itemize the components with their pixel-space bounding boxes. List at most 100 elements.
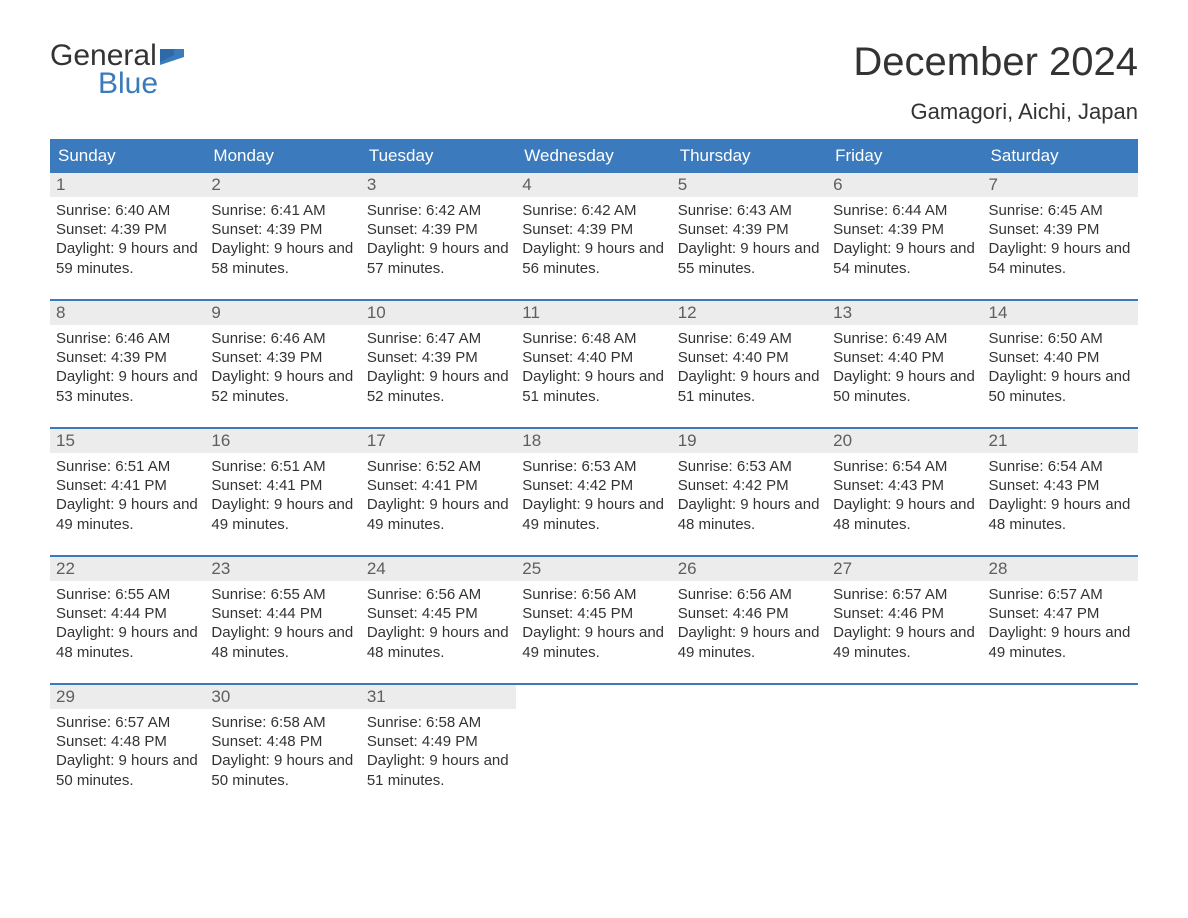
- day-header: Friday: [827, 139, 982, 173]
- sunset-line: Sunset: 4:39 PM: [56, 348, 199, 367]
- calendar-day-cell: 21Sunrise: 6:54 AMSunset: 4:43 PMDayligh…: [983, 429, 1138, 547]
- daylight-line: Daylight: 9 hours and 51 minutes.: [522, 367, 665, 405]
- day-info: Sunrise: 6:48 AMSunset: 4:40 PMDaylight:…: [516, 325, 671, 412]
- calendar-day-cell: 13Sunrise: 6:49 AMSunset: 4:40 PMDayligh…: [827, 301, 982, 419]
- calendar-day-cell: 3Sunrise: 6:42 AMSunset: 4:39 PMDaylight…: [361, 173, 516, 291]
- day-info: Sunrise: 6:57 AMSunset: 4:47 PMDaylight:…: [983, 581, 1138, 668]
- sunset-line: Sunset: 4:39 PM: [989, 220, 1132, 239]
- sunset-line: Sunset: 4:42 PM: [522, 476, 665, 495]
- calendar-day-cell: 30Sunrise: 6:58 AMSunset: 4:48 PMDayligh…: [205, 685, 360, 803]
- calendar-day-cell: 24Sunrise: 6:56 AMSunset: 4:45 PMDayligh…: [361, 557, 516, 675]
- calendar-day-cell: 25Sunrise: 6:56 AMSunset: 4:45 PMDayligh…: [516, 557, 671, 675]
- calendar-day-cell: 19Sunrise: 6:53 AMSunset: 4:42 PMDayligh…: [672, 429, 827, 547]
- calendar-day-cell: 15Sunrise: 6:51 AMSunset: 4:41 PMDayligh…: [50, 429, 205, 547]
- sunset-line: Sunset: 4:41 PM: [211, 476, 354, 495]
- daylight-line: Daylight: 9 hours and 54 minutes.: [833, 239, 976, 277]
- day-info: Sunrise: 6:42 AMSunset: 4:39 PMDaylight:…: [516, 197, 671, 284]
- sunrise-line: Sunrise: 6:44 AM: [833, 201, 976, 220]
- day-number: 20: [827, 429, 982, 453]
- sunset-line: Sunset: 4:43 PM: [833, 476, 976, 495]
- day-number: 10: [361, 301, 516, 325]
- daylight-line: Daylight: 9 hours and 49 minutes.: [833, 623, 976, 661]
- daylight-line: Daylight: 9 hours and 49 minutes.: [989, 623, 1132, 661]
- sunset-line: Sunset: 4:43 PM: [989, 476, 1132, 495]
- day-info: Sunrise: 6:54 AMSunset: 4:43 PMDaylight:…: [983, 453, 1138, 540]
- daylight-line: Daylight: 9 hours and 51 minutes.: [367, 751, 510, 789]
- sunrise-line: Sunrise: 6:49 AM: [833, 329, 976, 348]
- calendar-week: 1Sunrise: 6:40 AMSunset: 4:39 PMDaylight…: [50, 173, 1138, 291]
- calendar-day-cell: 23Sunrise: 6:55 AMSunset: 4:44 PMDayligh…: [205, 557, 360, 675]
- daylight-line: Daylight: 9 hours and 52 minutes.: [211, 367, 354, 405]
- day-header: Saturday: [983, 139, 1138, 173]
- day-number: 14: [983, 301, 1138, 325]
- page-header: General Blue December 2024 Gamagori, Aic…: [50, 40, 1138, 125]
- calendar-day-cell: 14Sunrise: 6:50 AMSunset: 4:40 PMDayligh…: [983, 301, 1138, 419]
- sunset-line: Sunset: 4:41 PM: [56, 476, 199, 495]
- day-header-row: SundayMondayTuesdayWednesdayThursdayFrid…: [50, 139, 1138, 173]
- day-number: 13: [827, 301, 982, 325]
- sunset-line: Sunset: 4:44 PM: [56, 604, 199, 623]
- calendar-day-cell: 1Sunrise: 6:40 AMSunset: 4:39 PMDaylight…: [50, 173, 205, 291]
- sunrise-line: Sunrise: 6:57 AM: [56, 713, 199, 732]
- day-info: Sunrise: 6:51 AMSunset: 4:41 PMDaylight:…: [50, 453, 205, 540]
- calendar-day-cell: 27Sunrise: 6:57 AMSunset: 4:46 PMDayligh…: [827, 557, 982, 675]
- calendar-day-cell: 22Sunrise: 6:55 AMSunset: 4:44 PMDayligh…: [50, 557, 205, 675]
- sunrise-line: Sunrise: 6:56 AM: [678, 585, 821, 604]
- day-info: Sunrise: 6:45 AMSunset: 4:39 PMDaylight:…: [983, 197, 1138, 284]
- sunset-line: Sunset: 4:39 PM: [833, 220, 976, 239]
- day-info: Sunrise: 6:58 AMSunset: 4:48 PMDaylight:…: [205, 709, 360, 796]
- day-info: Sunrise: 6:54 AMSunset: 4:43 PMDaylight:…: [827, 453, 982, 540]
- day-number: 18: [516, 429, 671, 453]
- day-number: 27: [827, 557, 982, 581]
- weeks-container: 1Sunrise: 6:40 AMSunset: 4:39 PMDaylight…: [50, 173, 1138, 803]
- calendar-day-cell: 4Sunrise: 6:42 AMSunset: 4:39 PMDaylight…: [516, 173, 671, 291]
- daylight-line: Daylight: 9 hours and 48 minutes.: [56, 623, 199, 661]
- day-number: 31: [361, 685, 516, 709]
- calendar-day-cell: 17Sunrise: 6:52 AMSunset: 4:41 PMDayligh…: [361, 429, 516, 547]
- day-number: 5: [672, 173, 827, 197]
- sunrise-line: Sunrise: 6:41 AM: [211, 201, 354, 220]
- day-info: Sunrise: 6:53 AMSunset: 4:42 PMDaylight:…: [672, 453, 827, 540]
- day-number: 21: [983, 429, 1138, 453]
- day-number: 26: [672, 557, 827, 581]
- calendar-day-cell: [516, 685, 671, 803]
- day-info: Sunrise: 6:52 AMSunset: 4:41 PMDaylight:…: [361, 453, 516, 540]
- day-info: Sunrise: 6:44 AMSunset: 4:39 PMDaylight:…: [827, 197, 982, 284]
- sunset-line: Sunset: 4:40 PM: [833, 348, 976, 367]
- sunrise-line: Sunrise: 6:51 AM: [211, 457, 354, 476]
- day-number: 25: [516, 557, 671, 581]
- calendar-day-cell: 29Sunrise: 6:57 AMSunset: 4:48 PMDayligh…: [50, 685, 205, 803]
- day-number: 9: [205, 301, 360, 325]
- sunrise-line: Sunrise: 6:55 AM: [56, 585, 199, 604]
- sunrise-line: Sunrise: 6:47 AM: [367, 329, 510, 348]
- sunrise-line: Sunrise: 6:48 AM: [522, 329, 665, 348]
- sunrise-line: Sunrise: 6:58 AM: [211, 713, 354, 732]
- sunrise-line: Sunrise: 6:43 AM: [678, 201, 821, 220]
- sunset-line: Sunset: 4:40 PM: [989, 348, 1132, 367]
- day-number: 12: [672, 301, 827, 325]
- sunset-line: Sunset: 4:44 PM: [211, 604, 354, 623]
- calendar-day-cell: 31Sunrise: 6:58 AMSunset: 4:49 PMDayligh…: [361, 685, 516, 803]
- sunrise-line: Sunrise: 6:46 AM: [56, 329, 199, 348]
- sunset-line: Sunset: 4:42 PM: [678, 476, 821, 495]
- daylight-line: Daylight: 9 hours and 48 minutes.: [367, 623, 510, 661]
- day-header: Tuesday: [361, 139, 516, 173]
- day-info: Sunrise: 6:58 AMSunset: 4:49 PMDaylight:…: [361, 709, 516, 796]
- sunset-line: Sunset: 4:39 PM: [211, 348, 354, 367]
- day-header: Monday: [205, 139, 360, 173]
- sunrise-line: Sunrise: 6:46 AM: [211, 329, 354, 348]
- location-subtitle: Gamagori, Aichi, Japan: [853, 99, 1138, 125]
- daylight-line: Daylight: 9 hours and 48 minutes.: [211, 623, 354, 661]
- day-info: Sunrise: 6:51 AMSunset: 4:41 PMDaylight:…: [205, 453, 360, 540]
- day-info: Sunrise: 6:56 AMSunset: 4:46 PMDaylight:…: [672, 581, 827, 668]
- day-info: Sunrise: 6:46 AMSunset: 4:39 PMDaylight:…: [205, 325, 360, 412]
- calendar-week: 15Sunrise: 6:51 AMSunset: 4:41 PMDayligh…: [50, 427, 1138, 547]
- sunrise-line: Sunrise: 6:54 AM: [989, 457, 1132, 476]
- sunrise-line: Sunrise: 6:40 AM: [56, 201, 199, 220]
- calendar-day-cell: [827, 685, 982, 803]
- day-number: 30: [205, 685, 360, 709]
- calendar-day-cell: 2Sunrise: 6:41 AMSunset: 4:39 PMDaylight…: [205, 173, 360, 291]
- sunrise-line: Sunrise: 6:42 AM: [522, 201, 665, 220]
- day-info: Sunrise: 6:57 AMSunset: 4:48 PMDaylight:…: [50, 709, 205, 796]
- sunrise-line: Sunrise: 6:55 AM: [211, 585, 354, 604]
